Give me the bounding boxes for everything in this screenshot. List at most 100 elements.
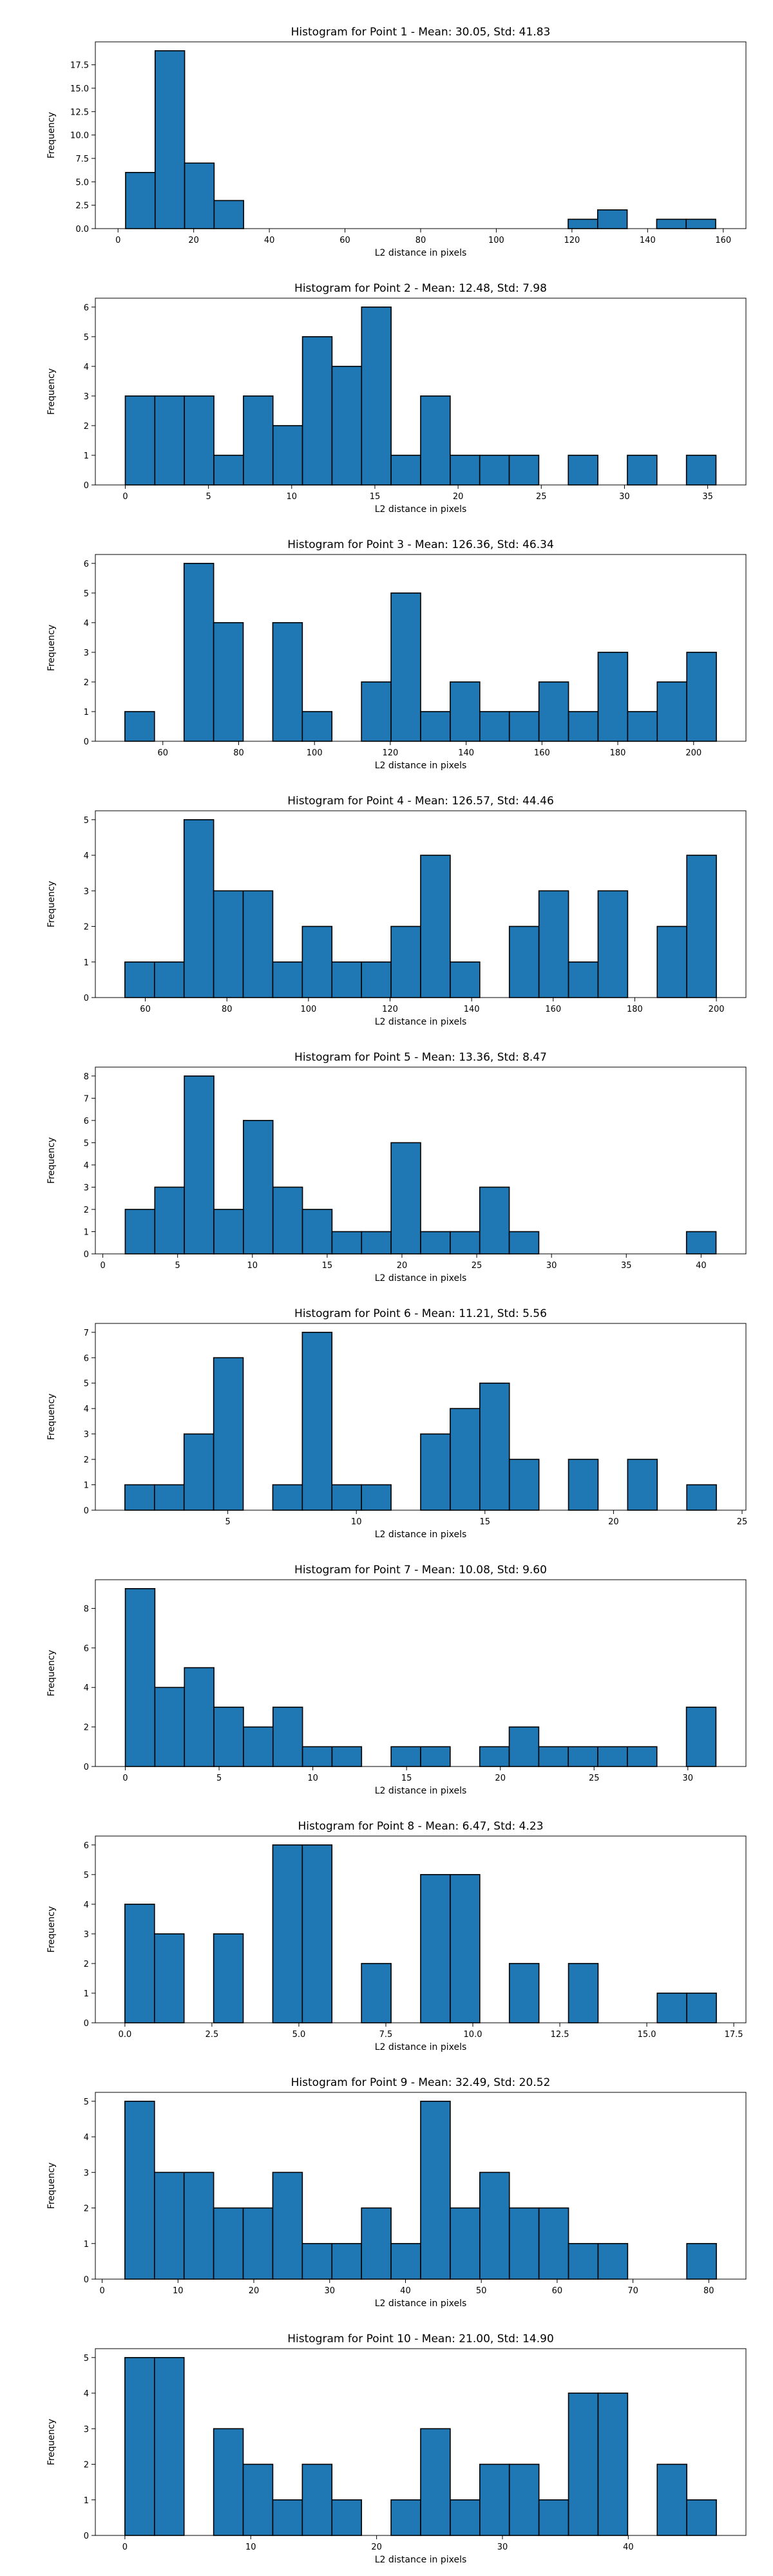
x-tick-label: 15 <box>370 492 381 502</box>
histogram-bar <box>184 1075 215 1255</box>
histogram-bar <box>183 563 215 742</box>
histogram-bar <box>213 1933 244 2023</box>
y-tick-label: 5 <box>84 2354 89 2363</box>
histogram-bar <box>420 1231 451 1255</box>
histogram-bar <box>124 2101 155 2280</box>
y-tick-label: 5 <box>84 2098 89 2107</box>
histogram-bar <box>124 1484 155 1511</box>
y-tick-label: 3 <box>84 392 89 402</box>
histogram-bar <box>124 1209 156 1255</box>
y-axis-label: Frequency <box>46 112 57 158</box>
histogram-bar <box>213 1707 244 1767</box>
y-tick-label: 6 <box>84 1354 89 1363</box>
histogram-bar <box>331 1484 362 1511</box>
histogram-bar <box>301 925 333 998</box>
histogram-bar <box>361 2207 392 2280</box>
histogram-bar <box>243 1120 274 1255</box>
x-axis-label: L2 distance in pixels <box>375 1017 467 1027</box>
y-tick-label: 3 <box>84 1930 89 1940</box>
x-tick-label: 35 <box>621 1261 632 1271</box>
histogram-bar <box>450 961 481 998</box>
histogram-bar <box>656 218 687 229</box>
histogram-bar <box>538 2207 569 2280</box>
y-tick-label: 8 <box>84 1072 89 1082</box>
axes-frame <box>95 41 747 229</box>
histogram-panel-3: Histogram for Point 3 - Mean: 126.36, St… <box>46 538 747 771</box>
histogram-bar <box>538 890 569 998</box>
histogram-bar <box>184 395 215 486</box>
y-axis-label: Frequency <box>46 1137 57 1184</box>
histogram-bar <box>479 1382 510 1511</box>
x-axis-label: L2 distance in pixels <box>375 2555 467 2565</box>
y-tick-label: 0 <box>84 1250 89 1260</box>
y-tick-label: 2 <box>84 422 89 431</box>
histogram-bar <box>331 1746 363 1767</box>
histogram-bar <box>184 162 215 229</box>
y-tick-label: 6 <box>84 303 89 313</box>
y-axis-label: Frequency <box>46 1906 57 1953</box>
x-tick-label: 0 <box>100 1261 105 1271</box>
y-tick-label: 8 <box>84 1604 89 1614</box>
histogram-bar <box>301 1844 333 2023</box>
histogram-bar <box>154 1186 185 1255</box>
histogram-bar <box>568 1963 599 2023</box>
histogram-bar <box>597 890 629 998</box>
x-tick-label: 20 <box>453 492 464 502</box>
y-tick-label: 0 <box>84 994 89 1003</box>
y-tick-label: 2 <box>84 1455 89 1465</box>
histogram-bar <box>568 711 599 742</box>
x-tick-label: 140 <box>640 236 656 245</box>
histogram-bar <box>213 1209 244 1255</box>
x-tick-label: 0 <box>122 2543 128 2552</box>
y-tick-label: 1 <box>84 958 89 968</box>
histogram-panel-6: Histogram for Point 6 - Mean: 11.21, Std… <box>46 1307 747 1540</box>
x-tick-label: 100 <box>300 1005 316 1014</box>
axes-frame <box>95 1066 747 1255</box>
y-tick-label: 0 <box>84 2275 89 2285</box>
histogram-bar <box>213 1357 244 1511</box>
histogram-bar <box>450 2499 481 2536</box>
x-tick-label: 5 <box>206 492 211 502</box>
histogram-bar <box>331 2499 362 2536</box>
histogram-bar <box>685 1707 717 1767</box>
x-tick-label: 10.0 <box>464 2030 482 2040</box>
x-tick-label: 80 <box>703 2286 714 2296</box>
histogram-bar <box>450 2207 481 2280</box>
histogram-bar <box>183 2172 215 2280</box>
histogram-bar <box>450 1874 481 2023</box>
x-tick-label: 5 <box>225 1517 230 1527</box>
y-tick-label: 0 <box>84 737 89 747</box>
histogram-bar <box>568 218 598 229</box>
axes-frame <box>95 810 747 998</box>
y-tick-label: 2 <box>84 923 89 933</box>
x-tick-label: 0 <box>99 2286 104 2296</box>
histogram-bar <box>508 1459 540 1511</box>
histogram-bar <box>124 711 155 742</box>
y-tick-label: 5 <box>84 1139 89 1148</box>
x-tick-label: 30 <box>497 2543 508 2552</box>
y-tick-label: 7 <box>84 1094 89 1104</box>
x-tick-label: 60 <box>552 2286 563 2296</box>
histogram-bar <box>361 1963 392 2023</box>
histogram-bar <box>538 681 569 742</box>
axes-frame <box>95 2348 747 2536</box>
x-tick-label: 120 <box>382 748 398 758</box>
histogram-bar <box>361 1231 392 1255</box>
x-tick-label: 30 <box>324 2286 335 2296</box>
histogram-bar <box>124 961 155 998</box>
histogram-bar <box>125 171 156 229</box>
x-tick-label: 10 <box>351 1517 362 1527</box>
histogram-bar <box>508 1726 540 1767</box>
x-tick-label: 20 <box>608 1517 619 1527</box>
y-tick-label: 0 <box>84 1506 89 1516</box>
x-tick-label: 12.5 <box>551 2030 569 2040</box>
histogram-bar <box>361 681 392 742</box>
x-tick-label: 20 <box>397 1261 408 1271</box>
x-tick-label: 20 <box>249 2286 260 2296</box>
histogram-bar <box>154 2172 185 2280</box>
y-tick-label: 17.5 <box>70 61 89 71</box>
chart-title: Histogram for Point 5 - Mean: 13.36, Std… <box>294 1051 547 1064</box>
histogram-bar <box>597 2242 629 2280</box>
histogram-bar <box>213 622 244 742</box>
axes-frame <box>95 298 747 486</box>
